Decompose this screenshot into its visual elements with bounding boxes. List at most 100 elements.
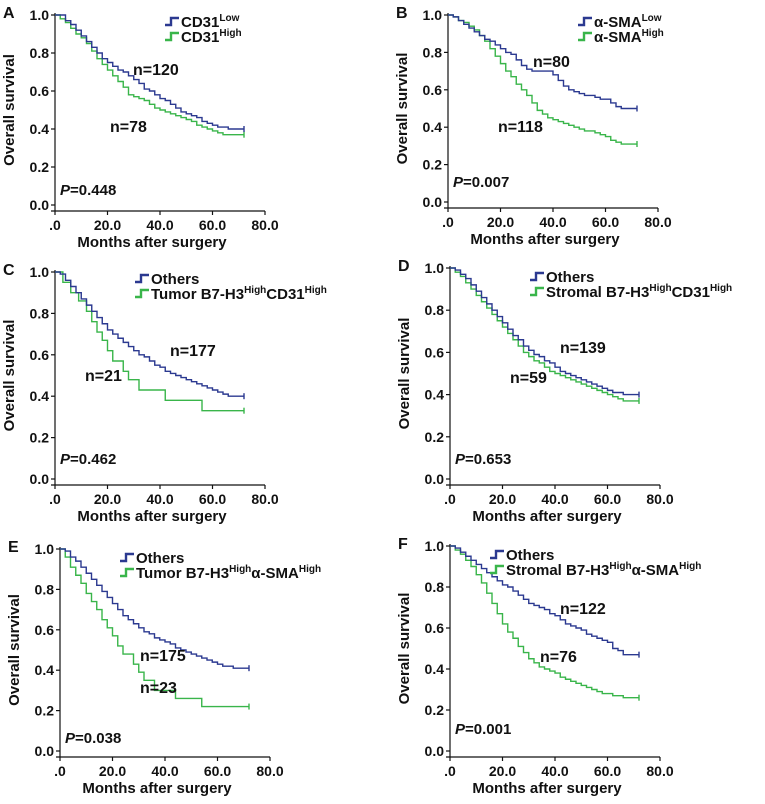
y-tick-label: 0.0	[35, 743, 55, 759]
x-tick-label: 80.0	[251, 217, 278, 233]
survival-curve-reference	[450, 545, 639, 656]
y-tick-label: 0.4	[35, 662, 55, 678]
survival-curve-reference	[60, 548, 249, 669]
legend-swatch	[135, 288, 149, 299]
y-axis-label: Overall survival	[396, 318, 413, 430]
n-label: n=59	[510, 370, 547, 387]
x-axis-label: Months after surgery	[77, 234, 227, 251]
y-axis-label: Overall survival	[6, 594, 23, 706]
legend-swatch	[120, 552, 134, 563]
x-tick-label: 40.0	[541, 491, 568, 507]
legend-entry: Tumor B7-H3Highα-SMAHigh	[136, 564, 321, 582]
legend-swatch	[135, 273, 149, 284]
legend-swatch	[530, 286, 544, 297]
y-tick-label: 1.0	[425, 538, 445, 554]
legend-entry: α-SMALow	[594, 13, 662, 31]
y-tick-label: 0.4	[30, 388, 50, 404]
survival-curve-reference	[448, 14, 637, 110]
survival-curve-comparison	[60, 548, 249, 708]
y-tick-label: 0.8	[425, 302, 445, 318]
x-axis-label: Months after surgery	[470, 231, 620, 248]
p-value: P=0.448	[60, 182, 116, 199]
y-axis-label: Overall survival	[1, 54, 18, 166]
n-label: n=118	[498, 119, 543, 136]
n-label: n=139	[560, 340, 606, 357]
n-label: n=175	[140, 648, 186, 665]
legend-entry: Stromal B7-H3HighCD31High	[546, 283, 732, 301]
n-label: n=120	[133, 62, 179, 79]
panel-c: C 0.0 0.2 0.4 0.6 0.8 1.0 .0 20.0 40.0 60.0 80.0 Ove…	[1, 262, 327, 525]
y-tick-label: 0.2	[425, 702, 445, 718]
legend-entry: CD31Low	[181, 13, 240, 31]
panel-f: F 0.0 0.2 0.4 0.6 0.8 1.0 .0 20.0 40.0 60.0 80.0 Ove…	[396, 536, 701, 797]
panel-letter: B	[396, 5, 408, 22]
n-label: n=21	[85, 368, 122, 385]
y-tick-label: 0.4	[425, 661, 445, 677]
legend-swatch	[578, 16, 592, 27]
x-tick-label: .0	[442, 214, 454, 230]
panel-letter: C	[3, 262, 15, 279]
panel-e: E 0.0 0.2 0.4 0.6 0.8 1.0 .0 20.0 40.0 60.0 80.0 Ove…	[6, 539, 321, 797]
y-tick-label: 0.2	[30, 430, 50, 446]
x-tick-label: .0	[54, 763, 66, 779]
y-tick-label: 0.0	[425, 743, 445, 759]
x-axis-label: Months after surgery	[82, 780, 232, 797]
x-tick-label: .0	[49, 217, 61, 233]
n-label: n=177	[170, 343, 216, 360]
survival-curve-comparison	[450, 545, 639, 699]
x-tick-label: .0	[444, 763, 456, 779]
y-tick-label: 0.0	[30, 197, 50, 213]
panel-letter: A	[3, 5, 15, 22]
panel-letter: D	[398, 258, 410, 275]
y-tick-label: 0.8	[423, 44, 443, 60]
x-tick-label: .0	[444, 491, 456, 507]
y-tick-label: 0.4	[423, 119, 443, 135]
y-axis-label: Overall survival	[396, 593, 413, 705]
legend-swatch	[490, 549, 504, 560]
x-tick-label: 60.0	[199, 217, 226, 233]
legend-entry: Others	[151, 271, 199, 288]
y-tick-label: 0.2	[30, 159, 50, 175]
survival-curve-reference	[55, 14, 244, 130]
panel-letter: E	[8, 539, 19, 556]
x-tick-label: 40.0	[539, 214, 566, 230]
y-tick-label: 0.6	[30, 83, 50, 99]
x-tick-label: 60.0	[594, 491, 621, 507]
x-tick-label: 20.0	[99, 763, 126, 779]
x-tick-label: 80.0	[646, 763, 673, 779]
x-tick-label: 80.0	[644, 214, 671, 230]
x-axis-label: Months after surgery	[472, 508, 622, 525]
y-tick-label: 0.6	[423, 82, 443, 98]
x-tick-label: 20.0	[487, 214, 514, 230]
y-tick-label: 0.0	[423, 194, 443, 210]
x-axis-label: Months after surgery	[77, 508, 227, 525]
legend-swatch	[165, 31, 179, 42]
y-tick-label: 0.4	[30, 121, 50, 137]
y-tick-label: 0.8	[35, 581, 55, 597]
n-label: n=23	[140, 680, 177, 697]
p-value: P=0.653	[455, 451, 511, 468]
legend-entry: Tumor B7-H3HighCD31High	[151, 285, 327, 303]
y-tick-label: 0.6	[425, 620, 445, 636]
y-axis-label: Overall survival	[1, 320, 18, 432]
p-value: P=0.007	[453, 174, 509, 191]
x-tick-label: 60.0	[594, 763, 621, 779]
y-tick-label: 0.6	[30, 347, 50, 363]
x-tick-label: 80.0	[256, 763, 283, 779]
x-tick-label: 20.0	[94, 217, 121, 233]
legend-entry: Stromal B7-H3Highα-SMAHigh	[506, 561, 701, 579]
y-tick-label: 0.4	[425, 387, 445, 403]
y-tick-label: 0.6	[425, 344, 445, 360]
legend-swatch	[530, 271, 544, 282]
legend-entry: α-SMAHigh	[594, 28, 664, 46]
legend-swatch	[165, 16, 179, 27]
y-tick-label: 1.0	[30, 264, 50, 280]
n-label: n=80	[533, 54, 570, 71]
y-tick-label: 0.8	[30, 305, 50, 321]
survival-curve-comparison	[450, 267, 639, 402]
y-tick-label: 0.6	[35, 622, 55, 638]
